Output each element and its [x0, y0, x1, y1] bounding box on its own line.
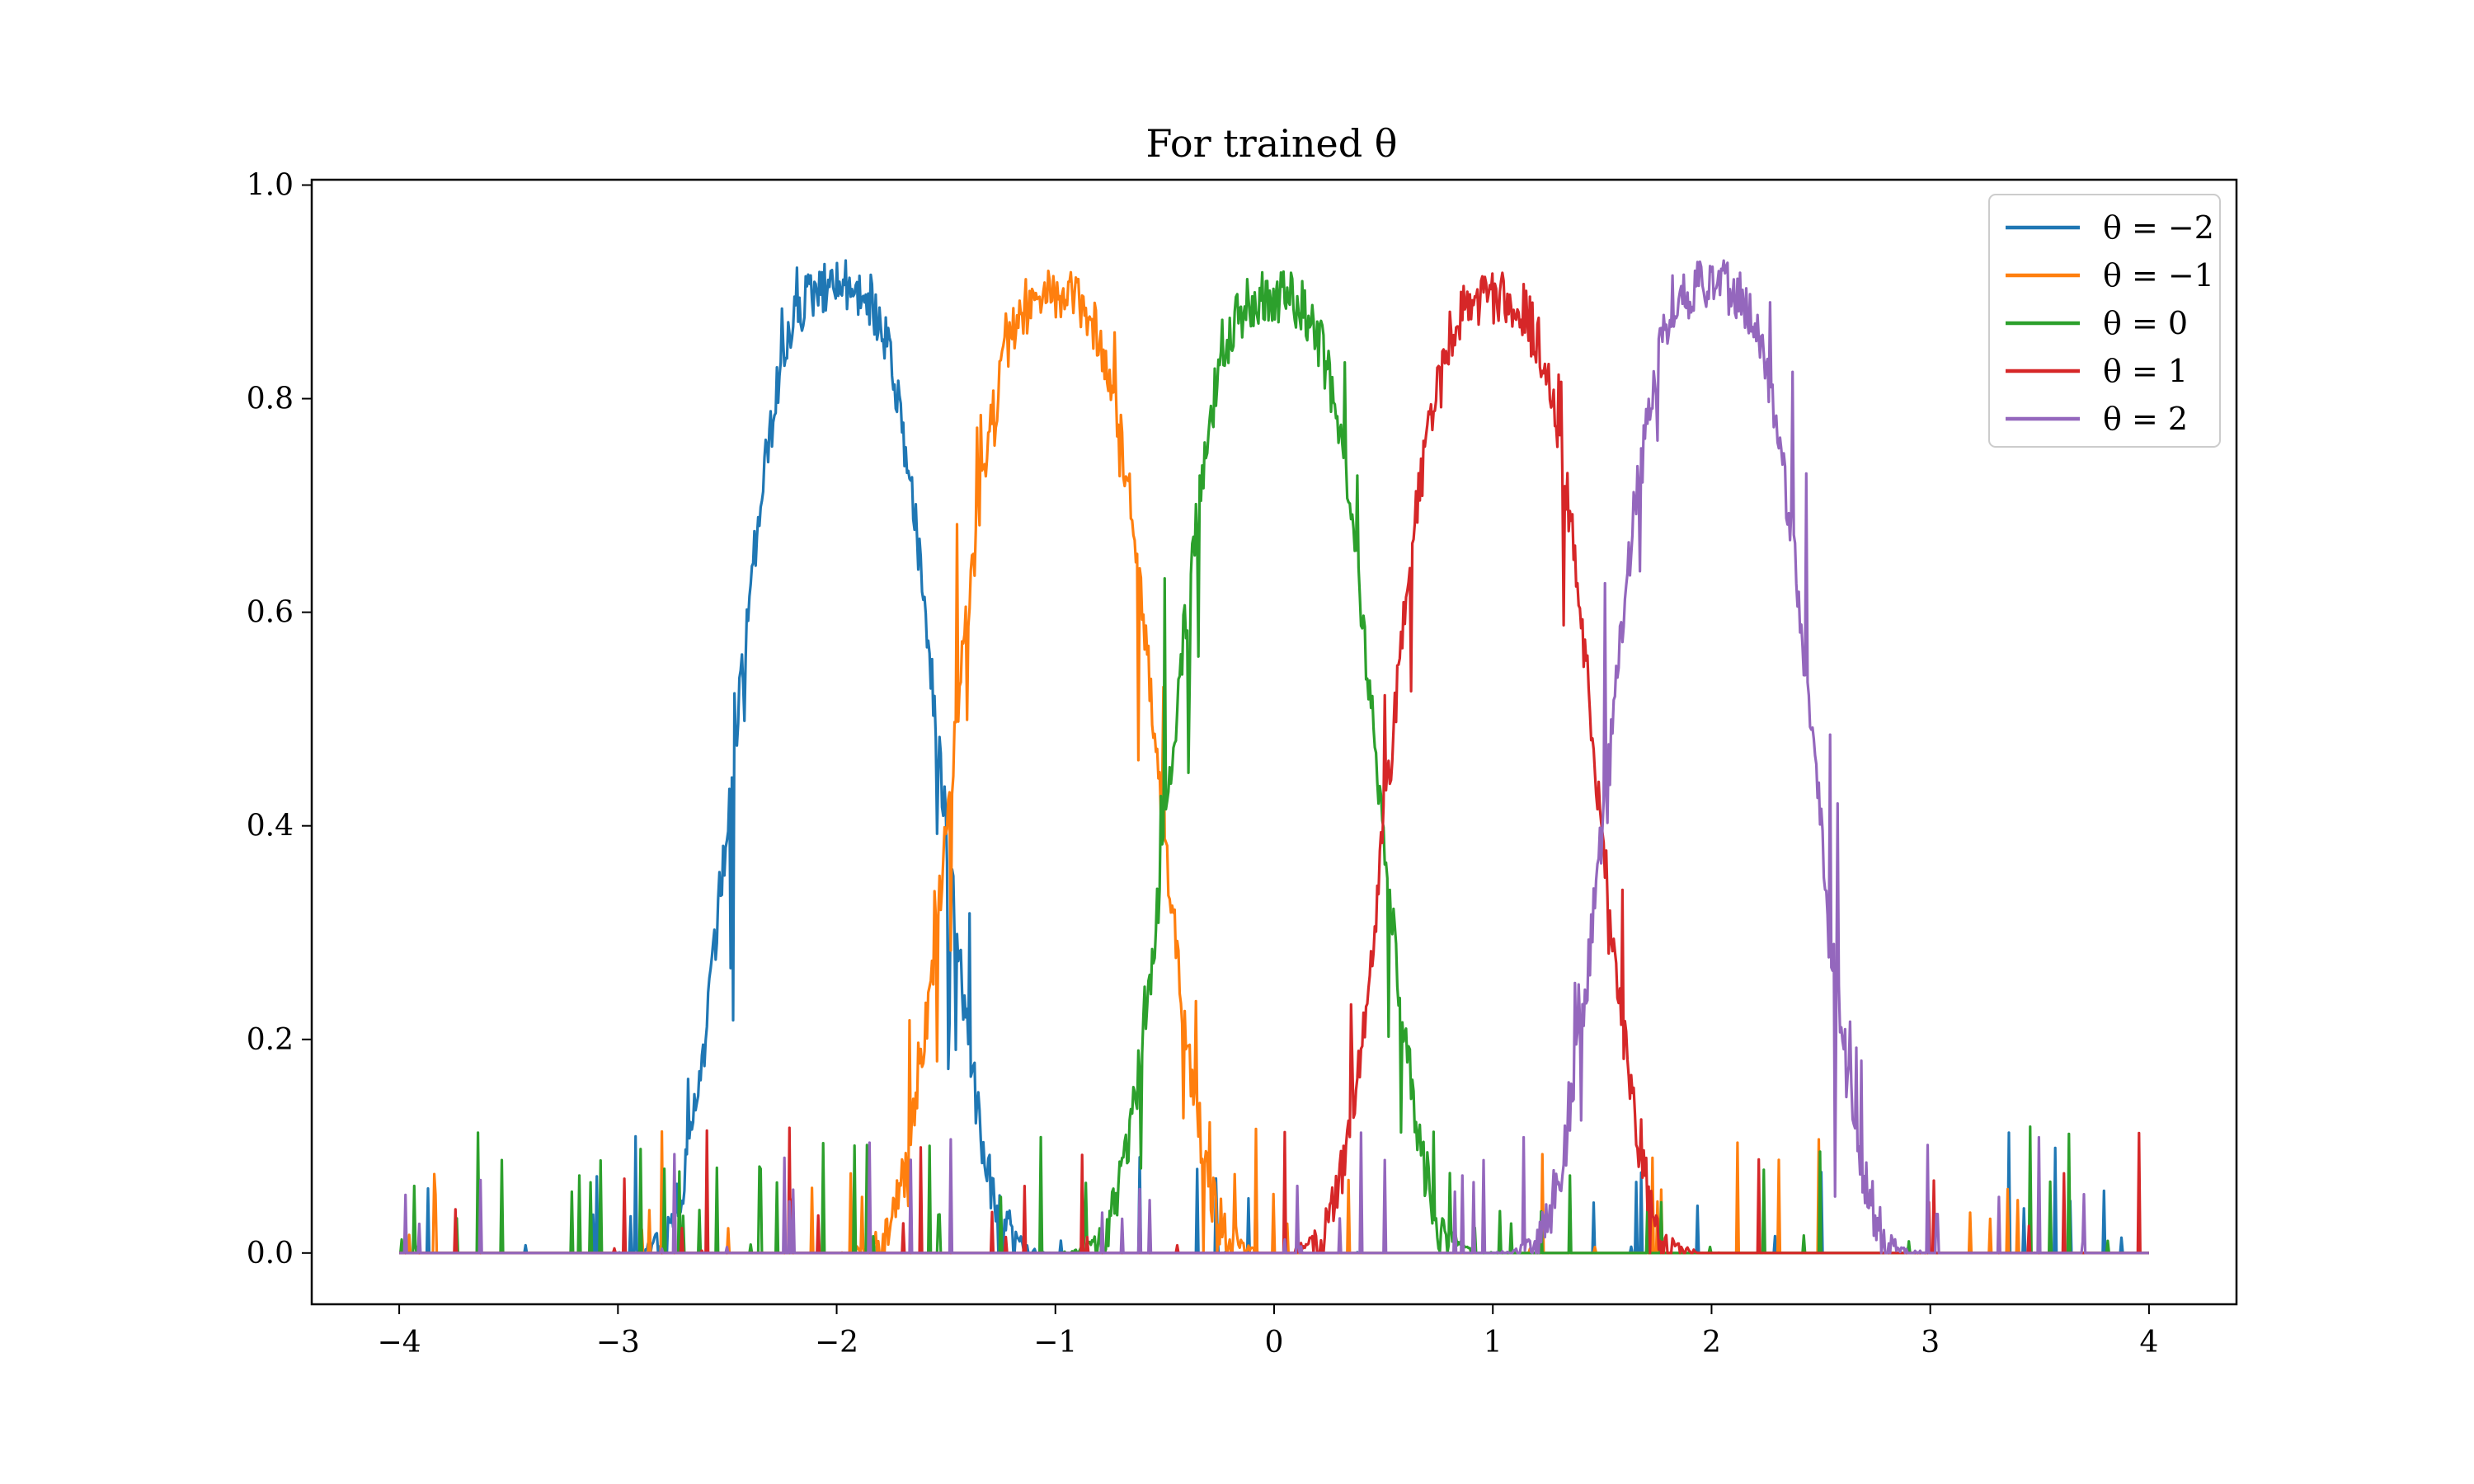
legend-label: θ = 0 — [2103, 305, 2188, 341]
x-tick-label: 2 — [1702, 1326, 1721, 1360]
x-axis: −4 −3 −2 −1 0 1 2 3 4 — [378, 1304, 2158, 1360]
y-tick-label: 0.8 — [247, 383, 294, 416]
legend-box — [1988, 194, 2221, 448]
x-tick-label: 4 — [2139, 1326, 2158, 1360]
series-line-4 — [399, 259, 2149, 1255]
x-tick-label: 0 — [1265, 1326, 1284, 1360]
legend-label: θ = 1 — [2103, 353, 2188, 389]
legend-label: θ = −2 — [2103, 209, 2214, 246]
x-tick-label: −4 — [378, 1326, 421, 1360]
y-tick-label: 0.4 — [247, 810, 294, 843]
y-axis: 0.0 0.2 0.4 0.6 0.8 1.0 — [247, 168, 312, 1270]
x-tick-label: −2 — [815, 1326, 858, 1360]
x-tick-label: −3 — [596, 1326, 640, 1360]
x-tick-label: 1 — [1484, 1326, 1503, 1360]
y-tick-label: 0.2 — [247, 1023, 294, 1057]
y-tick-label: 1.0 — [247, 168, 294, 202]
x-tick-label: 3 — [1921, 1326, 1940, 1360]
y-tick-label: 0.6 — [247, 596, 294, 630]
legend-label: θ = −1 — [2103, 257, 2214, 294]
x-tick-label: −1 — [1033, 1326, 1077, 1360]
chart-title: For trained θ — [1146, 121, 1398, 166]
legend: θ = −2 θ = −1 θ = 0 θ = 1 θ = 2 — [1988, 194, 2221, 448]
legend-label: θ = 2 — [2103, 401, 2188, 437]
plot-area — [399, 259, 2149, 1255]
y-tick-label: 0.0 — [247, 1237, 294, 1270]
